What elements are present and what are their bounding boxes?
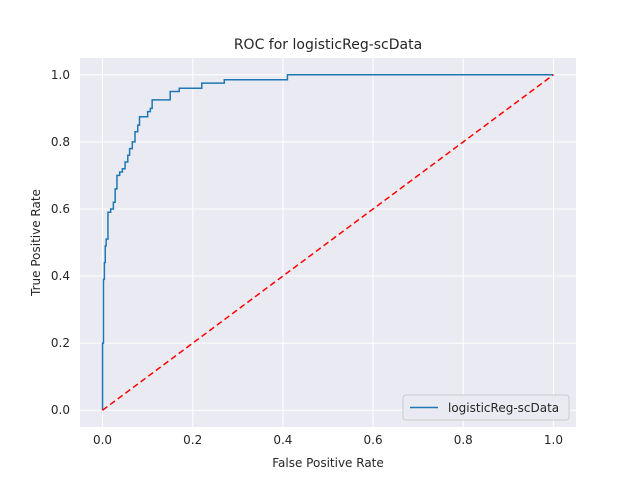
- x-axis-label: False Positive Rate: [272, 456, 384, 470]
- legend-box: [402, 394, 570, 421]
- chance-diagonal-line: [102, 74, 554, 411]
- roc-curve-line: [101, 74, 554, 411]
- chart-title: ROC for logisticReg-scData: [234, 37, 422, 53]
- series-layer: [101, 74, 554, 411]
- x-tick-label: 0.4: [273, 433, 292, 447]
- tick-labels: 0.0 0.2 0.4 0.6 0.8 1.0 0.0 0.2 0.4 0.6 0.8 1.0: [51, 68, 563, 447]
- x-tick-label: 0.0: [93, 433, 112, 447]
- x-tick-label: 1.0: [544, 433, 563, 447]
- y-tick-label: 0.6: [51, 202, 70, 216]
- legend: logisticReg-scData: [402, 394, 570, 421]
- x-tick-label: 0.6: [364, 433, 383, 447]
- y-axis-label: True Positive Rate: [29, 189, 43, 297]
- x-tick-label: 0.2: [183, 433, 202, 447]
- y-tick-label: 0.0: [51, 403, 70, 417]
- y-tick-label: 0.2: [51, 336, 70, 350]
- y-tick-label: 0.8: [51, 135, 70, 149]
- legend-label: logisticReg-scData: [448, 401, 559, 415]
- y-tick-label: 0.4: [51, 269, 70, 283]
- y-tick-label: 1.0: [51, 68, 70, 82]
- x-tick-label: 0.8: [454, 433, 473, 447]
